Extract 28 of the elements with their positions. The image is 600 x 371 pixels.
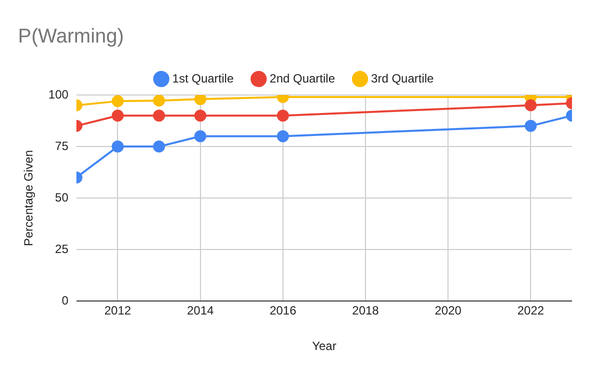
point — [153, 95, 166, 107]
point — [112, 140, 124, 153]
point — [276, 110, 289, 122]
x-tick-label: 2018 — [352, 304, 380, 318]
point — [112, 95, 124, 108]
legend-label: 3rd Quartile — [371, 71, 434, 86]
x-tick-label: 2016 — [270, 304, 297, 318]
chart-title: P(Warming) — [18, 26, 124, 48]
point — [153, 140, 166, 153]
x-tick-label: 2014 — [186, 304, 214, 318]
point — [112, 110, 124, 122]
point — [194, 95, 206, 106]
point — [194, 130, 206, 142]
x-axis-title: Year — [312, 339, 336, 354]
y-tick-label: 25 — [55, 242, 69, 256]
y-tick-label: 0 — [62, 294, 69, 308]
legend-label: 2nd Quartile — [270, 71, 336, 86]
x-tick-label: 2022 — [517, 304, 544, 318]
legend-label: 1st Quartile — [172, 71, 234, 86]
point — [194, 110, 206, 122]
y-tick-label: 50 — [55, 190, 69, 204]
x-tick-label: 2012 — [104, 304, 132, 318]
y-tick-label: 100 — [48, 87, 69, 102]
y-tick-label: 75 — [55, 138, 69, 153]
point — [153, 110, 166, 122]
y-axis-title: Percentage Given — [22, 150, 36, 246]
point — [276, 130, 289, 142]
x-tick-label: 2020 — [434, 304, 462, 318]
